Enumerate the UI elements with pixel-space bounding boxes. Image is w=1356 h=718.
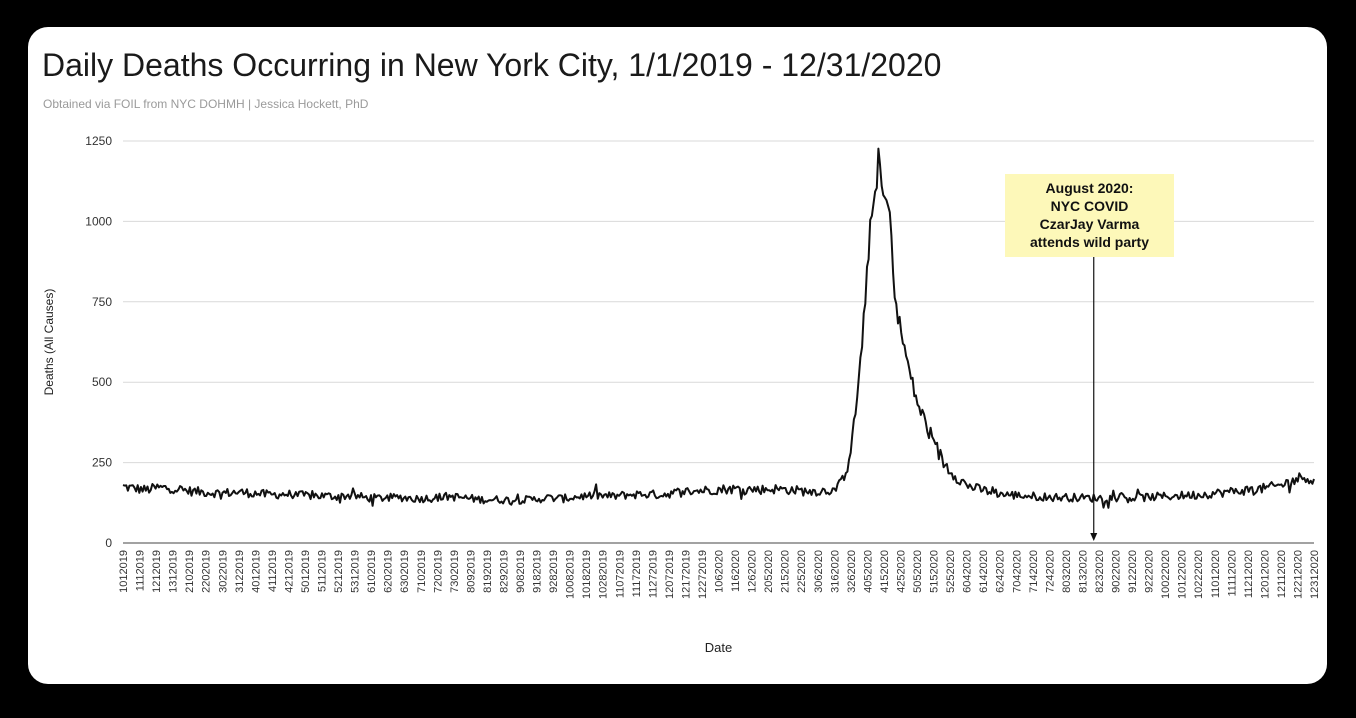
x-tick-label: 2102019 bbox=[184, 550, 196, 593]
x-tick-label: 11072019 bbox=[614, 550, 626, 598]
x-tick-label: 8232020 bbox=[1094, 550, 1106, 593]
x-tick-label: 3122019 bbox=[234, 550, 246, 593]
x-tick-label: 12212020 bbox=[1292, 550, 1304, 599]
x-tick-label: 4012019 bbox=[250, 550, 262, 593]
x-tick-label: 7242020 bbox=[1044, 550, 1056, 593]
x-tick-label: 1312019 bbox=[168, 550, 180, 593]
x-tick-label: 11212020 bbox=[1243, 550, 1255, 598]
x-tick-label: 9022020 bbox=[1111, 550, 1123, 593]
x-tick-label: 6202019 bbox=[383, 550, 395, 593]
x-tick-label: 8292019 bbox=[498, 550, 510, 593]
y-tick-label: 1250 bbox=[85, 134, 112, 148]
x-tick-label: 3022019 bbox=[217, 550, 229, 593]
x-tick-label: 6142020 bbox=[978, 550, 990, 593]
annotation-callout: August 2020: NYC COVID CzarJay Varma att… bbox=[1005, 174, 1174, 257]
x-tick-label: 11112020 bbox=[1226, 550, 1238, 597]
x-tick-label: 9282019 bbox=[548, 550, 560, 593]
x-tick-label: 1262020 bbox=[747, 550, 759, 593]
y-tick-label: 500 bbox=[92, 375, 112, 389]
x-tick-label: 7202019 bbox=[432, 550, 444, 593]
annotation-arrow-head bbox=[1090, 533, 1098, 541]
x-tick-label: 5112019 bbox=[317, 550, 329, 592]
x-tick-label: 2202019 bbox=[201, 550, 213, 593]
x-tick-label: 6102019 bbox=[366, 550, 378, 593]
x-tick-label: 10222020 bbox=[1193, 550, 1205, 599]
x-tick-label: 5212019 bbox=[333, 550, 345, 593]
x-tick-label: 3262020 bbox=[846, 550, 858, 593]
annotation-line: August 2020: bbox=[1045, 180, 1134, 196]
x-tick-label: 3062020 bbox=[813, 550, 825, 593]
x-tick-label: 5052020 bbox=[912, 550, 924, 593]
x-tick-label: 10182019 bbox=[581, 550, 593, 599]
x-tick-label: 1062020 bbox=[714, 550, 726, 593]
x-tick-label: 4152020 bbox=[879, 550, 891, 593]
x-tick-label: 9122020 bbox=[1127, 550, 1139, 593]
x-tick-label: 9222020 bbox=[1144, 550, 1156, 593]
chart-card: Daily Deaths Occurring in New York City,… bbox=[28, 27, 1327, 684]
chart-title: Daily Deaths Occurring in New York City,… bbox=[42, 47, 942, 83]
y-tick-label: 250 bbox=[92, 456, 112, 470]
x-tick-label: 5252020 bbox=[945, 550, 957, 593]
x-tick-label: 7142020 bbox=[1028, 550, 1040, 593]
x-tick-label: 6042020 bbox=[962, 550, 974, 593]
y-axis-title: Deaths (All Causes) bbox=[42, 289, 56, 396]
x-tick-label: 7042020 bbox=[1011, 550, 1023, 593]
x-tick-label: 10282019 bbox=[598, 550, 610, 599]
x-tick-label: 8192019 bbox=[482, 550, 494, 593]
annotation-line: attends wild party bbox=[1029, 234, 1150, 250]
y-tick-label: 750 bbox=[92, 295, 112, 309]
x-tick-label: 12072019 bbox=[664, 550, 676, 599]
x-tick-label: 12172019 bbox=[680, 550, 692, 599]
x-tick-label: 1012019 bbox=[118, 550, 130, 593]
x-tick-label: 12272019 bbox=[697, 550, 709, 599]
x-tick-label: 7302019 bbox=[449, 550, 461, 593]
x-tick-label: 2052020 bbox=[763, 550, 775, 593]
x-tick-label: 7102019 bbox=[416, 550, 428, 593]
x-tick-label: 6242020 bbox=[995, 550, 1007, 593]
x-tick-label: 11272019 bbox=[647, 550, 659, 598]
x-tick-label: 3162020 bbox=[829, 550, 841, 593]
x-tick-label: 5012019 bbox=[300, 550, 312, 593]
x-tick-label: 8132020 bbox=[1077, 550, 1089, 593]
x-tick-label: 4052020 bbox=[862, 550, 874, 593]
x-tick-label: 5152020 bbox=[929, 550, 941, 593]
x-tick-label: 12012020 bbox=[1259, 550, 1271, 599]
x-tick-label: 8032020 bbox=[1061, 550, 1073, 593]
x-tick-label: 2152020 bbox=[780, 550, 792, 593]
annotation-line: CzarJay Varma bbox=[1039, 216, 1140, 232]
x-tick-label: 4252020 bbox=[895, 550, 907, 593]
y-tick-label: 0 bbox=[105, 536, 112, 550]
x-tick-label: 4112019 bbox=[267, 550, 279, 592]
x-tick-label: 1212019 bbox=[151, 550, 163, 593]
x-tick-label: 11172019 bbox=[631, 550, 643, 597]
x-tick-label: 12312020 bbox=[1309, 550, 1321, 599]
annotation-line: NYC COVID bbox=[1050, 198, 1129, 214]
chart-subtitle: Obtained via FOIL from NYC DOHMH | Jessi… bbox=[43, 97, 369, 111]
x-tick-label: 1162020 bbox=[730, 550, 742, 592]
x-tick-label: 12112020 bbox=[1276, 550, 1288, 598]
x-tick-label: 11012020 bbox=[1210, 550, 1222, 598]
x-tick-label: 5312019 bbox=[350, 550, 362, 593]
x-tick-label: 10082019 bbox=[565, 550, 577, 599]
y-tick-label: 1000 bbox=[85, 214, 112, 228]
series-line bbox=[122, 147, 1315, 509]
x-tick-label: 2252020 bbox=[796, 550, 808, 593]
x-tick-label: 9082019 bbox=[515, 550, 527, 593]
chart-plot: 0 250 500 750 1000 1250 1012019 1112019 1212019 1… bbox=[42, 134, 1321, 655]
x-tick-label: 9182019 bbox=[532, 550, 544, 593]
x-tick-label: 10022020 bbox=[1160, 550, 1172, 599]
x-tick-label: 8092019 bbox=[465, 550, 477, 593]
x-tick-label: 6302019 bbox=[399, 550, 411, 593]
x-tick-label: 10122020 bbox=[1177, 550, 1189, 599]
x-tick-label: 1112019 bbox=[135, 550, 147, 591]
x-axis-title: Date bbox=[705, 640, 732, 655]
x-tick-label: 4212019 bbox=[283, 550, 295, 593]
